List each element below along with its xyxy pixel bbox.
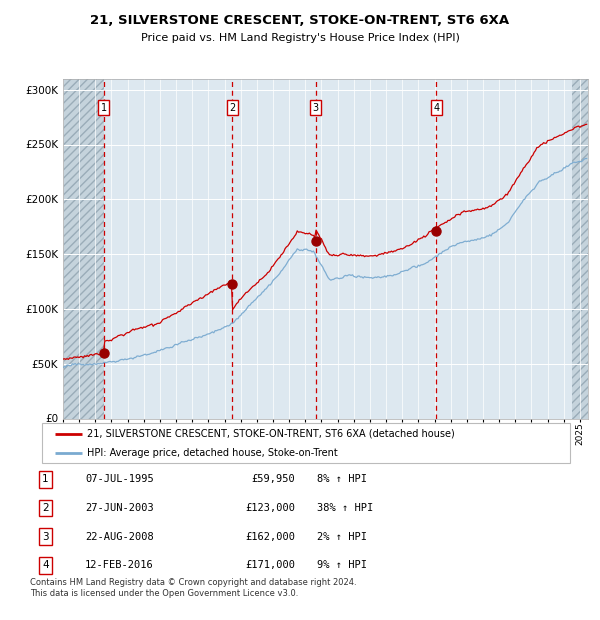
- Bar: [63, 79, 104, 419]
- Text: 3: 3: [42, 532, 49, 542]
- Text: This data is licensed under the Open Government Licence v3.0.: This data is licensed under the Open Gov…: [30, 588, 298, 598]
- Text: 12-FEB-2016: 12-FEB-2016: [85, 560, 154, 570]
- Text: £162,000: £162,000: [245, 532, 295, 542]
- Bar: [572, 79, 588, 419]
- Text: £59,950: £59,950: [251, 474, 295, 484]
- Text: 4: 4: [433, 103, 440, 113]
- Text: 2: 2: [229, 103, 236, 113]
- Text: 8% ↑ HPI: 8% ↑ HPI: [317, 474, 367, 484]
- Text: HPI: Average price, detached house, Stoke-on-Trent: HPI: Average price, detached house, Stok…: [87, 448, 338, 458]
- Text: 1: 1: [42, 474, 49, 484]
- Text: Contains HM Land Registry data © Crown copyright and database right 2024.: Contains HM Land Registry data © Crown c…: [30, 578, 356, 587]
- Text: 38% ↑ HPI: 38% ↑ HPI: [317, 503, 373, 513]
- Text: 3: 3: [313, 103, 319, 113]
- FancyBboxPatch shape: [42, 423, 570, 463]
- Text: 9% ↑ HPI: 9% ↑ HPI: [317, 560, 367, 570]
- Text: 22-AUG-2008: 22-AUG-2008: [85, 532, 154, 542]
- Text: 2% ↑ HPI: 2% ↑ HPI: [317, 532, 367, 542]
- Text: 4: 4: [42, 560, 49, 570]
- Text: 27-JUN-2003: 27-JUN-2003: [85, 503, 154, 513]
- Text: 21, SILVERSTONE CRESCENT, STOKE-ON-TRENT, ST6 6XA (detached house): 21, SILVERSTONE CRESCENT, STOKE-ON-TRENT…: [87, 428, 455, 439]
- Text: £123,000: £123,000: [245, 503, 295, 513]
- Text: 21, SILVERSTONE CRESCENT, STOKE-ON-TRENT, ST6 6XA: 21, SILVERSTONE CRESCENT, STOKE-ON-TRENT…: [91, 14, 509, 27]
- Text: 07-JUL-1995: 07-JUL-1995: [85, 474, 154, 484]
- Text: 1: 1: [101, 103, 107, 113]
- Text: £171,000: £171,000: [245, 560, 295, 570]
- Text: Price paid vs. HM Land Registry's House Price Index (HPI): Price paid vs. HM Land Registry's House …: [140, 33, 460, 43]
- Text: 2: 2: [42, 503, 49, 513]
